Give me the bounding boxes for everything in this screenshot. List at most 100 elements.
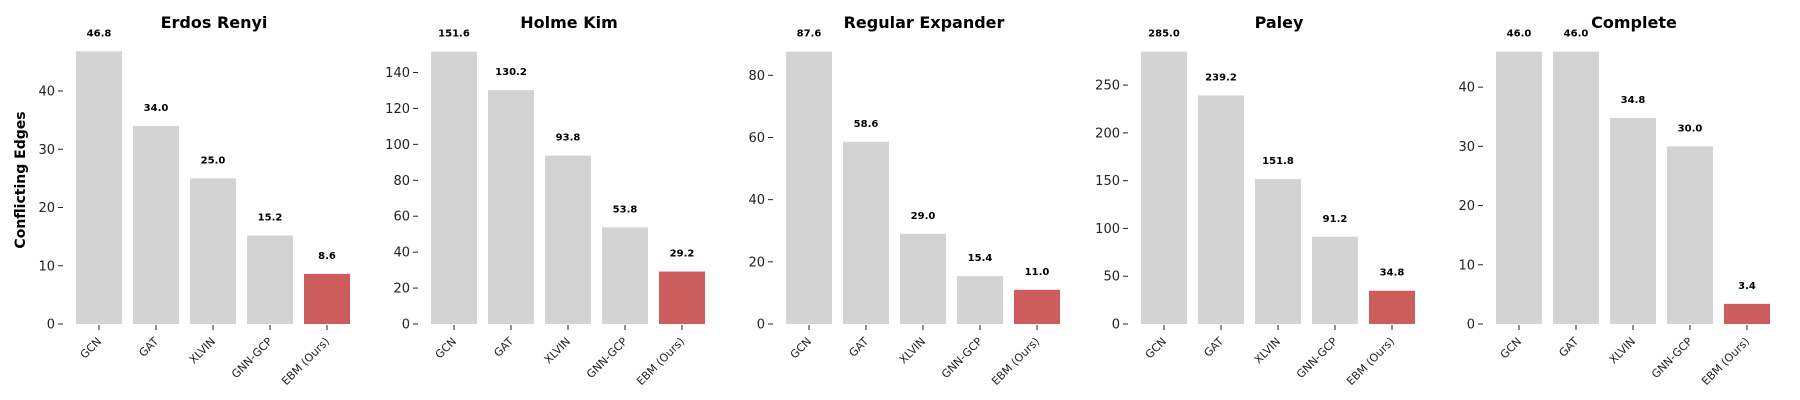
y-tick-label: 20 [393, 282, 410, 297]
chart-title: Holme Kim [520, 13, 618, 32]
x-tick-label: GCN [788, 335, 814, 361]
value-label: 91.2 [1323, 214, 1348, 225]
y-axis-label: Conflicting Edges [13, 111, 29, 248]
value-label: 53.8 [613, 204, 638, 215]
x-tick-label: XLVIN [897, 335, 928, 366]
bar [1198, 95, 1244, 324]
y-tick-label: 0 [47, 318, 55, 333]
x-tick-label: GNN-GCP [229, 335, 275, 381]
x-tick-label: XLVIN [1607, 335, 1638, 366]
y-tick-label: 0 [1112, 318, 1120, 333]
y-tick-label: 100 [1095, 222, 1120, 237]
y-tick-label: 40 [38, 85, 55, 100]
value-label: 46.8 [87, 28, 112, 39]
value-label: 3.4 [1738, 281, 1756, 292]
value-label: 34.8 [1380, 268, 1405, 279]
bar [786, 51, 832, 325]
y-tick-label: 60 [393, 210, 410, 225]
bar [843, 141, 889, 324]
bar [1610, 117, 1656, 324]
x-tick-label: GNN-GCP [1649, 335, 1695, 381]
chart-panel: Holme Kim 0 20 40 60 80 100 120 140 151.6 GCN 130.2… [385, 13, 705, 388]
y-tick-label: 80 [393, 174, 410, 189]
bar [1553, 51, 1599, 324]
value-label: 30.0 [1678, 123, 1703, 134]
value-label: 15.4 [968, 253, 993, 264]
y-tick-label: 250 [1095, 79, 1120, 94]
chart-panel: Paley 0 50 100 150 200 250 285.0 GCN 239.2 GAT 151.… [1095, 13, 1415, 388]
value-label: 46.0 [1564, 29, 1589, 40]
value-label: 151.8 [1262, 156, 1294, 167]
y-tick-label: 150 [1095, 174, 1120, 189]
bar [1141, 51, 1187, 324]
chart-title: Paley [1255, 13, 1304, 32]
value-label: 15.2 [258, 212, 283, 223]
value-label: 11.0 [1025, 267, 1050, 278]
value-label: 151.6 [438, 29, 470, 40]
bar [1255, 178, 1301, 324]
x-tick-label: GAT [1556, 335, 1581, 360]
bar [900, 233, 946, 324]
y-tick-label: 120 [385, 102, 410, 117]
value-label: 46.0 [1507, 29, 1532, 40]
value-label: 8.6 [318, 251, 336, 262]
y-tick-label: 30 [1458, 140, 1475, 155]
bar [1724, 303, 1770, 324]
x-tick-label: GAT [846, 335, 871, 360]
x-tick-label: GCN [1498, 335, 1524, 361]
x-tick-label: GAT [1201, 335, 1226, 360]
chart-title: Complete [1591, 13, 1677, 32]
x-tick-label: GNN-GCP [939, 335, 985, 381]
chart-panel: Erdos Renyi Conflicting Edges 0 10 20 30 40 46.… [13, 13, 350, 388]
x-tick-label: EBM (Ours) [1699, 335, 1752, 388]
y-tick-label: 0 [757, 318, 765, 333]
bar [431, 51, 477, 325]
chart-title: Erdos Renyi [161, 13, 268, 32]
bar [1667, 146, 1713, 324]
y-tick-label: 100 [385, 138, 410, 153]
value-label: 29.2 [670, 249, 695, 260]
x-tick-label: EBM (Ours) [634, 335, 687, 388]
y-tick-label: 10 [38, 259, 55, 274]
x-tick-label: GCN [78, 335, 104, 361]
bar [659, 271, 705, 324]
y-tick-label: 0 [402, 318, 410, 333]
chart-panel: Complete 0 10 20 30 40 46.0 GCN 46.0 GAT 34.8 XLVIN… [1458, 13, 1770, 388]
bar [247, 235, 293, 324]
x-tick-label: GAT [136, 335, 161, 360]
x-tick-label: GNN-GCP [584, 335, 630, 381]
x-tick-label: GNN-GCP [1294, 335, 1340, 381]
y-tick-label: 80 [748, 69, 765, 84]
y-tick-label: 40 [393, 246, 410, 261]
bar [133, 125, 179, 324]
x-tick-label: EBM (Ours) [1344, 335, 1397, 388]
x-tick-label: EBM (Ours) [279, 335, 332, 388]
y-tick-label: 60 [748, 131, 765, 146]
bar [1496, 51, 1542, 324]
value-label: 25.0 [201, 155, 226, 166]
y-tick-label: 10 [1458, 258, 1475, 273]
bar [1369, 290, 1415, 324]
chart-title: Regular Expander [844, 13, 1005, 32]
value-label: 29.0 [911, 211, 936, 222]
value-label: 239.2 [1205, 72, 1237, 83]
y-tick-label: 40 [1458, 81, 1475, 96]
bar [602, 227, 648, 324]
value-label: 87.6 [797, 29, 822, 40]
y-tick-label: 30 [38, 143, 55, 158]
x-tick-label: XLVIN [1252, 335, 1283, 366]
y-tick-label: 20 [748, 255, 765, 270]
x-tick-label: GCN [433, 335, 459, 361]
bar [1312, 236, 1358, 324]
y-tick-label: 50 [1103, 270, 1120, 285]
bar [190, 178, 236, 324]
bar [304, 273, 350, 324]
chart-panel: Regular Expander 0 20 40 60 80 87.6 GCN 58.6 GAT 2… [748, 13, 1060, 388]
value-label: 93.8 [556, 132, 581, 143]
bar [957, 276, 1003, 324]
value-label: 34.0 [144, 103, 169, 114]
value-label: 285.0 [1148, 29, 1180, 40]
x-tick-label: XLVIN [187, 335, 218, 366]
value-label: 130.2 [495, 67, 527, 78]
